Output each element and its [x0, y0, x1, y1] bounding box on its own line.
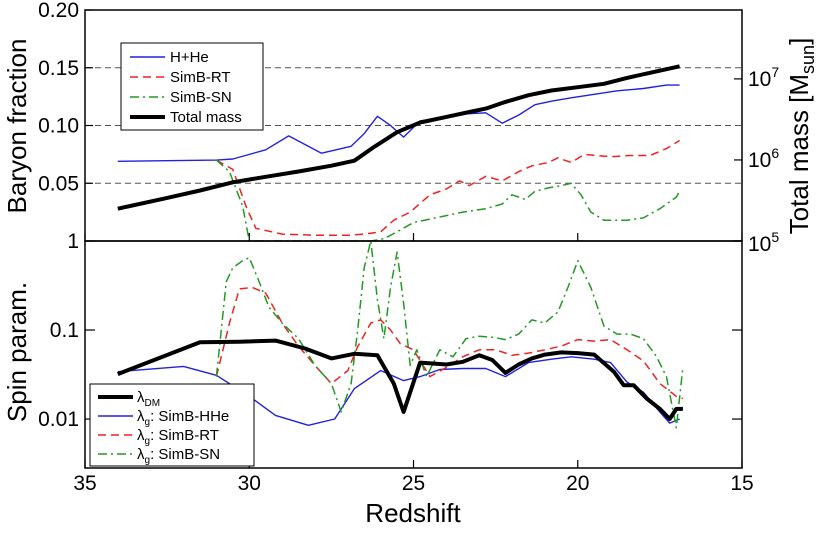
- bottom-y-axis-title: Spin param.: [2, 282, 32, 422]
- legend-label-text: : SimB-HHe: [150, 408, 229, 425]
- legend-label-subscript: g: [145, 417, 151, 428]
- bottom-y-tick-label: 0.1: [50, 319, 79, 342]
- legend-label-symbol: λ: [137, 427, 145, 444]
- top-right-tick-label: 107: [748, 64, 779, 91]
- top-series-simb-sn: [215, 159, 681, 242]
- top-series-total-mass: [117, 64, 681, 211]
- top-left-tick-label: 0.15: [38, 57, 79, 80]
- tick-label-base: 10: [748, 149, 771, 172]
- x-tick-label: 30: [238, 472, 261, 495]
- legend-label-subscript: DM: [145, 398, 161, 409]
- right-axis-title-end: ]: [784, 38, 814, 45]
- right-axis-title-main: Total mass [M: [784, 74, 814, 234]
- top-right-tick-label: 105: [748, 229, 779, 256]
- legend-label-text: : SimB-RT: [150, 427, 219, 444]
- top-legend: H+He SimB-RT SimB-SN Total mass: [120, 42, 264, 131]
- top-legend-label-simb-sn: SimB-SN: [170, 89, 232, 106]
- x-tick-label: 25: [402, 472, 425, 495]
- legend-label-symbol: λ: [137, 408, 145, 425]
- tick-label-exponent: 6: [771, 145, 779, 161]
- bottom-y-tick-label: 1: [67, 230, 79, 253]
- tick-label-exponent: 5: [771, 229, 779, 245]
- bottom-y-tick-label: 0.01: [38, 408, 79, 431]
- top-left-tick-label: 0.10: [38, 115, 79, 138]
- tick-label-base: 10: [748, 233, 771, 256]
- bottom-legend-label-dm: λDM: [137, 389, 160, 409]
- legend-label-text: : SimB-SN: [150, 446, 220, 463]
- bottom-series-simb-hhe: [117, 356, 680, 426]
- top-legend-label-h-he: H+He: [170, 49, 209, 66]
- x-tick-label: 35: [73, 472, 96, 495]
- top-right-tick-label: 106: [748, 145, 779, 172]
- top-left-tick-label: 0.20: [38, 0, 79, 22]
- bottom-series-dm: [117, 338, 683, 421]
- top-series-simb-rt: [216, 139, 680, 236]
- legend-label-symbol: λ: [137, 446, 145, 463]
- x-tick-label: 20: [566, 472, 589, 495]
- tick-label-base: 10: [748, 68, 771, 91]
- x-tick-label: 15: [730, 472, 753, 495]
- right-axis-title-sub: sun: [798, 45, 818, 74]
- top-right-axis-title: Total mass [Msun]: [784, 38, 818, 235]
- bottom-legend-label-simb-rt: λg: SimB-RT: [137, 427, 219, 447]
- top-legend-label-total-mass: Total mass: [170, 109, 242, 126]
- tick-label-exponent: 7: [771, 64, 779, 80]
- bottom-legend-label-simb-sn: λg: SimB-SN: [137, 446, 220, 466]
- bottom-panel-frame: [84, 240, 743, 469]
- top-left-tick-label: 0.05: [38, 172, 79, 195]
- top-series-group: [117, 64, 681, 242]
- legend-label-subscript: g: [145, 436, 151, 447]
- bottom-series-simb-rt: [215, 286, 684, 400]
- top-y-axis-title: Baryon fraction: [2, 39, 32, 214]
- x-axis-title: Redshift: [365, 498, 461, 528]
- bottom-series-group: [117, 240, 684, 429]
- legend-label-symbol: λ: [137, 389, 145, 406]
- bottom-legend-label-simb-hhe: λg: SimB-HHe: [137, 408, 229, 428]
- bottom-series-simb-sn: [215, 240, 684, 429]
- top-legend-label-simb-rt: SimB-RT: [170, 69, 231, 86]
- bottom-ticks: 1 0.1 0.01 35 30 25 20 15: [38, 230, 754, 495]
- legend-label-subscript: g: [145, 455, 151, 466]
